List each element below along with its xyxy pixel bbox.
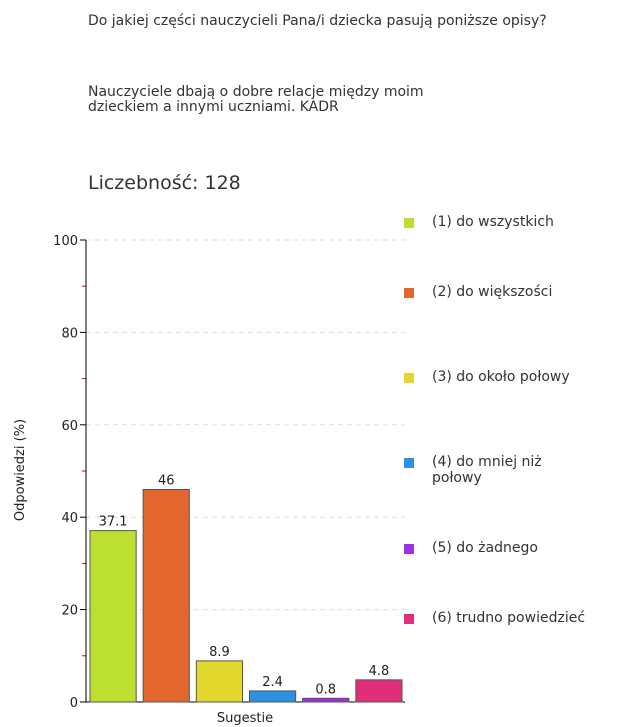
bar [142, 488, 190, 703]
legend-swatch [404, 218, 414, 228]
count-label: Liczebność: 128 [88, 172, 241, 194]
value-label: 46 [158, 473, 175, 488]
value-label: 8.9 [209, 645, 230, 660]
legend-label: (2) do większości [432, 284, 553, 300]
legend-label: (6) trudno powiedzieć [432, 610, 586, 626]
value-label: 0.8 [315, 682, 336, 697]
legend-swatch [404, 288, 414, 298]
legend-item: (6) trudno powiedzieć [404, 610, 604, 626]
bar [249, 690, 297, 703]
bar [355, 679, 403, 703]
bar [89, 530, 137, 703]
value-label: 2.4 [262, 675, 283, 690]
legend-swatch [404, 614, 414, 624]
bar [195, 660, 243, 703]
bar [302, 697, 350, 703]
value-label: 37.1 [99, 515, 128, 530]
chart-subtitle: Nauczyciele dbają o dobre relacje między… [88, 84, 424, 115]
legend-label: (4) do mniej niż połowy [432, 454, 542, 486]
legend-swatch [404, 544, 414, 554]
legend-item: (3) do około połowy [404, 369, 604, 385]
legend-item: (2) do większości [404, 284, 604, 300]
y-tick-label: 80 [61, 326, 78, 341]
legend-label: (1) do wszystkich [432, 214, 554, 230]
legend-label: (5) do żadnego [432, 540, 538, 556]
legend-label: (3) do około połowy [432, 369, 570, 385]
legend-swatch [404, 373, 414, 383]
y-tick-label: 60 [61, 419, 78, 434]
value-label: 4.8 [369, 664, 390, 679]
y-tick-label: 100 [53, 234, 78, 249]
y-tick-label: 40 [61, 511, 78, 526]
legend-swatch [404, 458, 414, 468]
legend-item: (1) do wszystkich [404, 214, 604, 230]
legend-item: (5) do żadnego [404, 540, 604, 556]
y-tick-label: 0 [70, 696, 78, 711]
legend-item: (4) do mniej niż połowy [404, 454, 604, 486]
y-axis-label: Odpowiedzi (%) [13, 419, 28, 521]
y-tick-label: 20 [61, 604, 78, 619]
x-axis-label: Sugestie [217, 711, 273, 726]
chart-title: Do jakiej części nauczycieli Pana/i dzie… [88, 13, 547, 29]
